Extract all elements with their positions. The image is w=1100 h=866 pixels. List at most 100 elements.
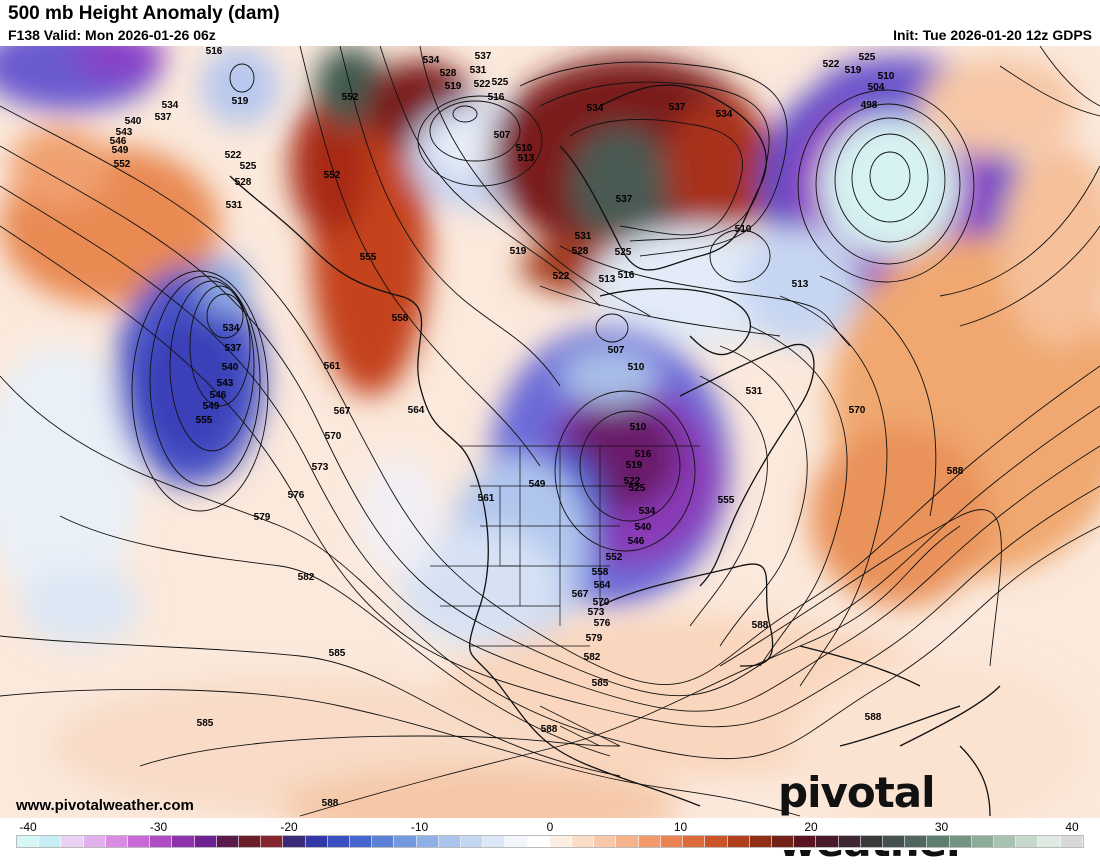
colorbar-swatch xyxy=(416,836,439,847)
contour-label: 534 xyxy=(716,109,733,120)
colorbar-tick-label: 0 xyxy=(546,820,554,834)
colorbar-swatch xyxy=(261,836,284,847)
colorbar-swatch xyxy=(549,836,573,847)
colorbar-swatch xyxy=(816,836,839,847)
contour-label: 588 xyxy=(541,724,558,735)
contour-label: 561 xyxy=(324,361,341,372)
contour-label: 525 xyxy=(859,52,876,63)
contour-label: 564 xyxy=(408,405,425,416)
website-url[interactable]: www.pivotalweather.com xyxy=(16,797,194,814)
contour-label: 531 xyxy=(575,231,592,242)
contour-label: 555 xyxy=(196,415,213,426)
contour-label: 576 xyxy=(594,618,611,629)
colorbar-tick-label: 20 xyxy=(804,820,818,834)
colorbar-swatch xyxy=(771,836,795,847)
contour-label: 510 xyxy=(630,422,647,433)
colorbar-swatch xyxy=(505,836,528,847)
contour-label: 522 xyxy=(474,79,491,90)
contour-label: 582 xyxy=(584,652,601,663)
contour-label: 546 xyxy=(110,136,127,147)
colorbar-swatch xyxy=(150,836,173,847)
contour-label: 540 xyxy=(125,116,142,127)
colorbar-swatch xyxy=(882,836,906,847)
contour-label: 570 xyxy=(593,597,610,608)
contour-label: 579 xyxy=(254,512,271,523)
contour-label: 573 xyxy=(588,607,605,618)
contour-label: 546 xyxy=(210,390,227,401)
colorbar-swatch xyxy=(105,836,129,847)
contour-label: 513 xyxy=(518,153,535,164)
contour-label: 531 xyxy=(226,200,243,211)
contour-label: 537 xyxy=(225,343,242,354)
colorbar-swatch xyxy=(971,836,994,847)
colorbar-swatch xyxy=(638,836,661,847)
contour-label: 585 xyxy=(329,648,346,659)
contour-label: 531 xyxy=(470,65,487,76)
contour-label: 543 xyxy=(116,127,133,138)
colorbar-swatch xyxy=(194,836,217,847)
map-header: 500 mb Height Anomaly (dam) F138 Valid: … xyxy=(0,0,1100,46)
colorbar-swatch xyxy=(727,836,750,847)
colorbar-swatch xyxy=(438,836,462,847)
contour-labels: 5165195345375405435465495525225255285315… xyxy=(110,46,964,809)
contour-label: 534 xyxy=(223,323,240,334)
colorbar-tick-label: -40 xyxy=(19,820,37,834)
contour-label: 552 xyxy=(114,159,131,170)
contour-label: 510 xyxy=(516,143,533,154)
contour-label: 549 xyxy=(112,145,129,156)
colorbar-swatch xyxy=(1060,836,1083,847)
contour-label: 588 xyxy=(865,712,882,723)
contour-label: 522 xyxy=(624,476,641,487)
contour-label: 519 xyxy=(510,246,527,257)
init-time: Init: Tue 2026-01-20 12z GDPS xyxy=(893,27,1092,43)
colorbar-swatch xyxy=(1038,836,1061,847)
contour-label: 546 xyxy=(628,536,645,547)
contour-label: 537 xyxy=(616,194,633,205)
contour-label: 573 xyxy=(312,462,329,473)
colorbar-swatch xyxy=(239,836,262,847)
contour-label: 531 xyxy=(746,386,763,397)
contour-label: 537 xyxy=(155,112,172,123)
contour-label: 519 xyxy=(232,96,249,107)
colorbar-swatch xyxy=(305,836,328,847)
contour-label: 588 xyxy=(947,466,964,477)
colorbar-tick-labels: -40 -30 -20 -10 0 10 20 30 40 xyxy=(0,820,1100,834)
contour-label: 525 xyxy=(615,247,632,258)
contour-label: 522 xyxy=(823,59,840,70)
contour-label: 540 xyxy=(635,522,652,533)
contour-label: 564 xyxy=(594,580,611,591)
colorbar-swatch xyxy=(61,836,84,847)
contour-label: 528 xyxy=(235,177,252,188)
colorbar-swatch xyxy=(794,836,817,847)
colorbar-swatch xyxy=(616,836,639,847)
colorbar-swatch xyxy=(905,836,928,847)
colorbar-swatch xyxy=(172,836,195,847)
contour-label: 588 xyxy=(322,798,339,809)
colorbar-swatch xyxy=(705,836,728,847)
map-title: 500 mb Height Anomaly (dam) xyxy=(8,3,280,24)
contour-label: 558 xyxy=(392,313,409,324)
colorbar-swatch xyxy=(283,836,306,847)
contour-label: 552 xyxy=(606,552,623,563)
colorbar-swatch xyxy=(993,836,1017,847)
contour-label: 522 xyxy=(553,271,570,282)
contour-label: 510 xyxy=(735,224,752,235)
contour-label: 552 xyxy=(324,170,341,181)
contour-label: 510 xyxy=(878,71,895,82)
contour-label: 570 xyxy=(849,405,866,416)
contour-label: 519 xyxy=(845,65,862,76)
contour-label: 552 xyxy=(342,92,359,103)
colorbar-swatch xyxy=(660,836,684,847)
contour-label: 519 xyxy=(445,81,462,92)
contour-label: 549 xyxy=(203,401,220,412)
weather-map[interactable]: 516 519 534 537 540 543 546 549 552 522 525 528 531 5… xyxy=(0,46,1100,818)
contour-label: 534 xyxy=(423,55,440,66)
contour-label: 498 xyxy=(861,100,878,111)
contour-label: 519 xyxy=(626,460,643,471)
colorbar-swatch xyxy=(461,836,484,847)
contour-label: 513 xyxy=(792,279,809,290)
colorbar-swatch xyxy=(39,836,62,847)
colorbar-swatch xyxy=(594,836,617,847)
contour-label: 525 xyxy=(492,77,509,88)
contour-label: 513 xyxy=(599,274,616,285)
